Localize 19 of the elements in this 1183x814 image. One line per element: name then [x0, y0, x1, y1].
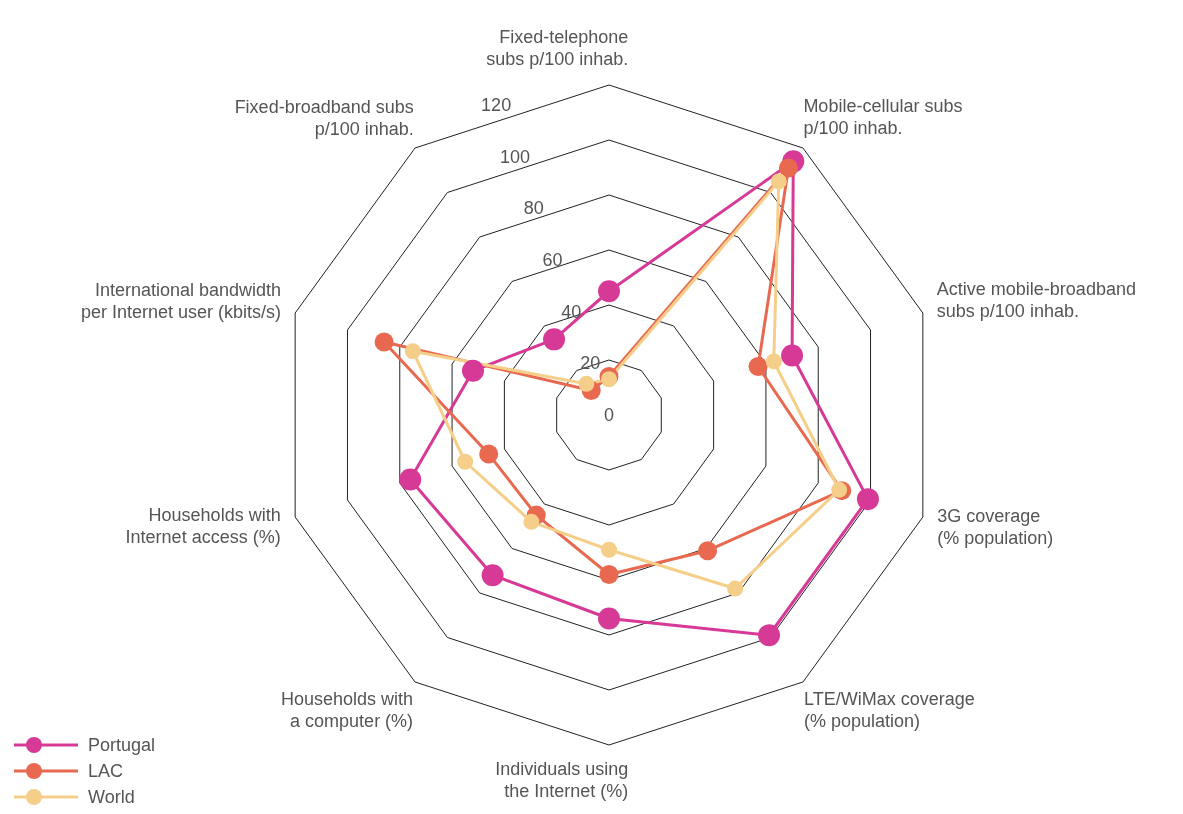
spoke-label: Active mobile-broadband subs p/100 inhab.	[936, 279, 1136, 322]
y-tick-label: 80	[523, 198, 544, 219]
spoke-label: Individuals using the Internet (%)	[495, 758, 629, 801]
spoke-label: LTE/WiMax coverage (% population)	[804, 689, 975, 732]
spoke-label: 3G coverage (% population)	[937, 505, 1054, 548]
y-tick-label: 40	[561, 301, 582, 322]
y-tick-label: 60	[542, 249, 563, 270]
y-tick-label: 100	[499, 146, 530, 167]
y-tick-label: 120	[481, 94, 512, 115]
legend-label: Portugal	[88, 734, 156, 756]
y-tick-label: 0	[603, 405, 615, 425]
spoke-label: Fixed-broadband subs p/100 inhab.	[234, 96, 414, 139]
spoke-label: International bandwidth per Internet user (kbits/s)	[80, 279, 282, 322]
spoke-label: Mobile-cellular subs p/100 inhab.	[803, 96, 963, 139]
legend-label: World	[88, 786, 135, 808]
spoke-label: Households with Internet access (%)	[125, 505, 281, 548]
spoke-label: Fixed-telephone subs p/100 inhab.	[486, 27, 629, 70]
spoke-label: Households with a computer (%)	[281, 688, 414, 731]
legend-label: LAC	[88, 760, 124, 782]
